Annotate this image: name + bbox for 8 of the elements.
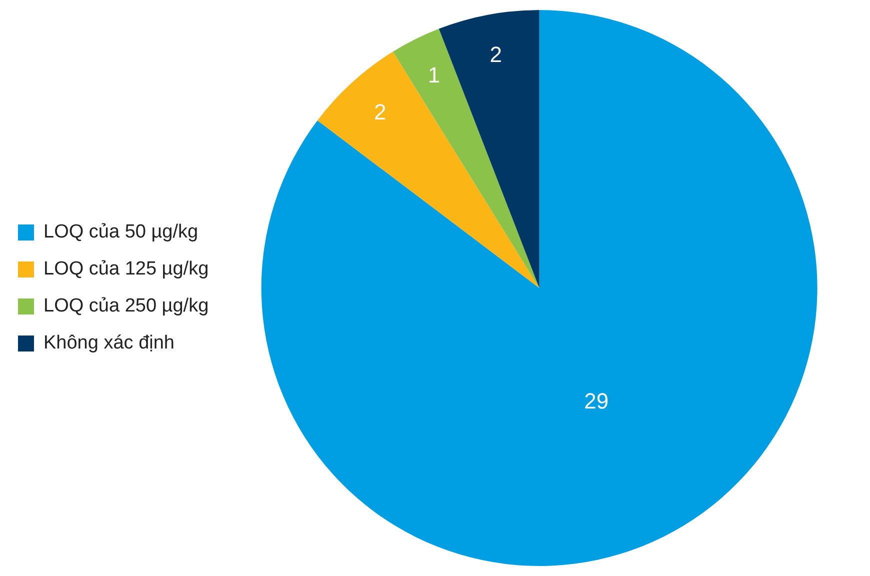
data-label: 2 [374,99,386,124]
legend-label: Không xác định [44,332,174,354]
legend-label: LOQ của 125 µg/kg [44,258,209,280]
legend-label: LOQ của 50 µg/kg [44,222,198,243]
data-label: 2 [490,42,502,67]
data-label: 29 [584,388,609,414]
legend-label: LOQ của 250 µg/kg [44,296,209,317]
data-label: 1 [428,62,440,88]
